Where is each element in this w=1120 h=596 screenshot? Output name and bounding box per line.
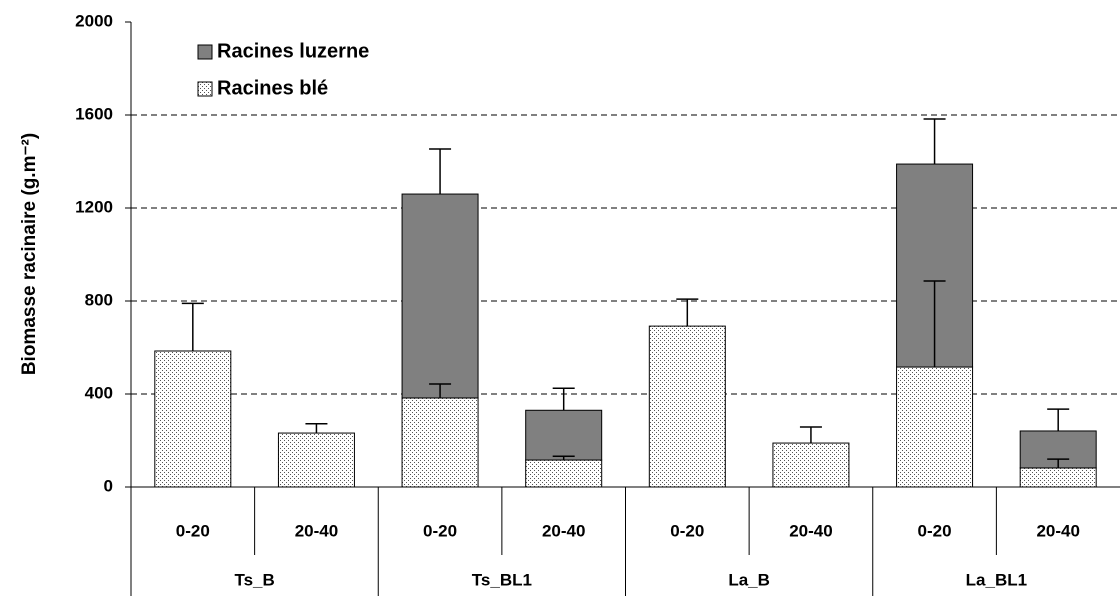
- bar-segment: [401, 193, 479, 399]
- bar-segment: [896, 366, 974, 488]
- y-tick-label: 1600: [75, 104, 113, 123]
- error-bar: [923, 280, 946, 368]
- error-bar: [552, 387, 575, 411]
- bar-segment: [525, 409, 603, 461]
- group-label: La_B: [728, 570, 770, 589]
- error-bar: [1047, 408, 1070, 431]
- error-bar: [923, 118, 946, 165]
- x-tick-label: 20-40: [1036, 521, 1079, 540]
- y-tick-label: 2000: [75, 11, 113, 30]
- y-tick-label: 800: [85, 290, 113, 309]
- bar-segment: [154, 350, 232, 488]
- y-tick-label: 1200: [75, 197, 113, 216]
- legend-swatch: [197, 81, 213, 97]
- error-bar: [552, 455, 575, 461]
- error-bar: [181, 302, 204, 351]
- legend-label: Racines luzerne: [217, 40, 369, 62]
- legend-label: Racines blé: [217, 77, 328, 99]
- x-tick-label: 20-40: [295, 521, 338, 540]
- x-tick-label: 0-20: [423, 521, 457, 540]
- error-bar: [1047, 458, 1070, 468]
- group-label: La_BL1: [966, 570, 1027, 589]
- bar-segment: [1019, 467, 1097, 488]
- x-tick-label: 20-40: [542, 521, 585, 540]
- bar-segment: [772, 442, 850, 488]
- group-label: Ts_BL1: [472, 570, 532, 589]
- bar-segment: [277, 432, 355, 488]
- x-tick-label: 0-20: [918, 521, 952, 540]
- bar-segment: [401, 397, 479, 488]
- bar-segment: [525, 459, 603, 488]
- group-label: Ts_B: [234, 570, 274, 589]
- x-tick-label: 0-20: [670, 521, 704, 540]
- error-bar: [429, 383, 452, 398]
- y-axis-label: Biomasse racinaire (g.m⁻²): [19, 133, 40, 375]
- x-tick-label: 0-20: [176, 521, 210, 540]
- error-bar: [305, 423, 328, 434]
- legend-swatch: [197, 44, 213, 60]
- bar-segment: [648, 325, 726, 488]
- error-bar: [429, 148, 452, 195]
- y-tick-label: 0: [104, 476, 113, 495]
- error-bar: [799, 426, 822, 444]
- error-bar: [676, 298, 699, 327]
- y-tick-label: 400: [85, 383, 113, 402]
- x-tick-label: 20-40: [789, 521, 832, 540]
